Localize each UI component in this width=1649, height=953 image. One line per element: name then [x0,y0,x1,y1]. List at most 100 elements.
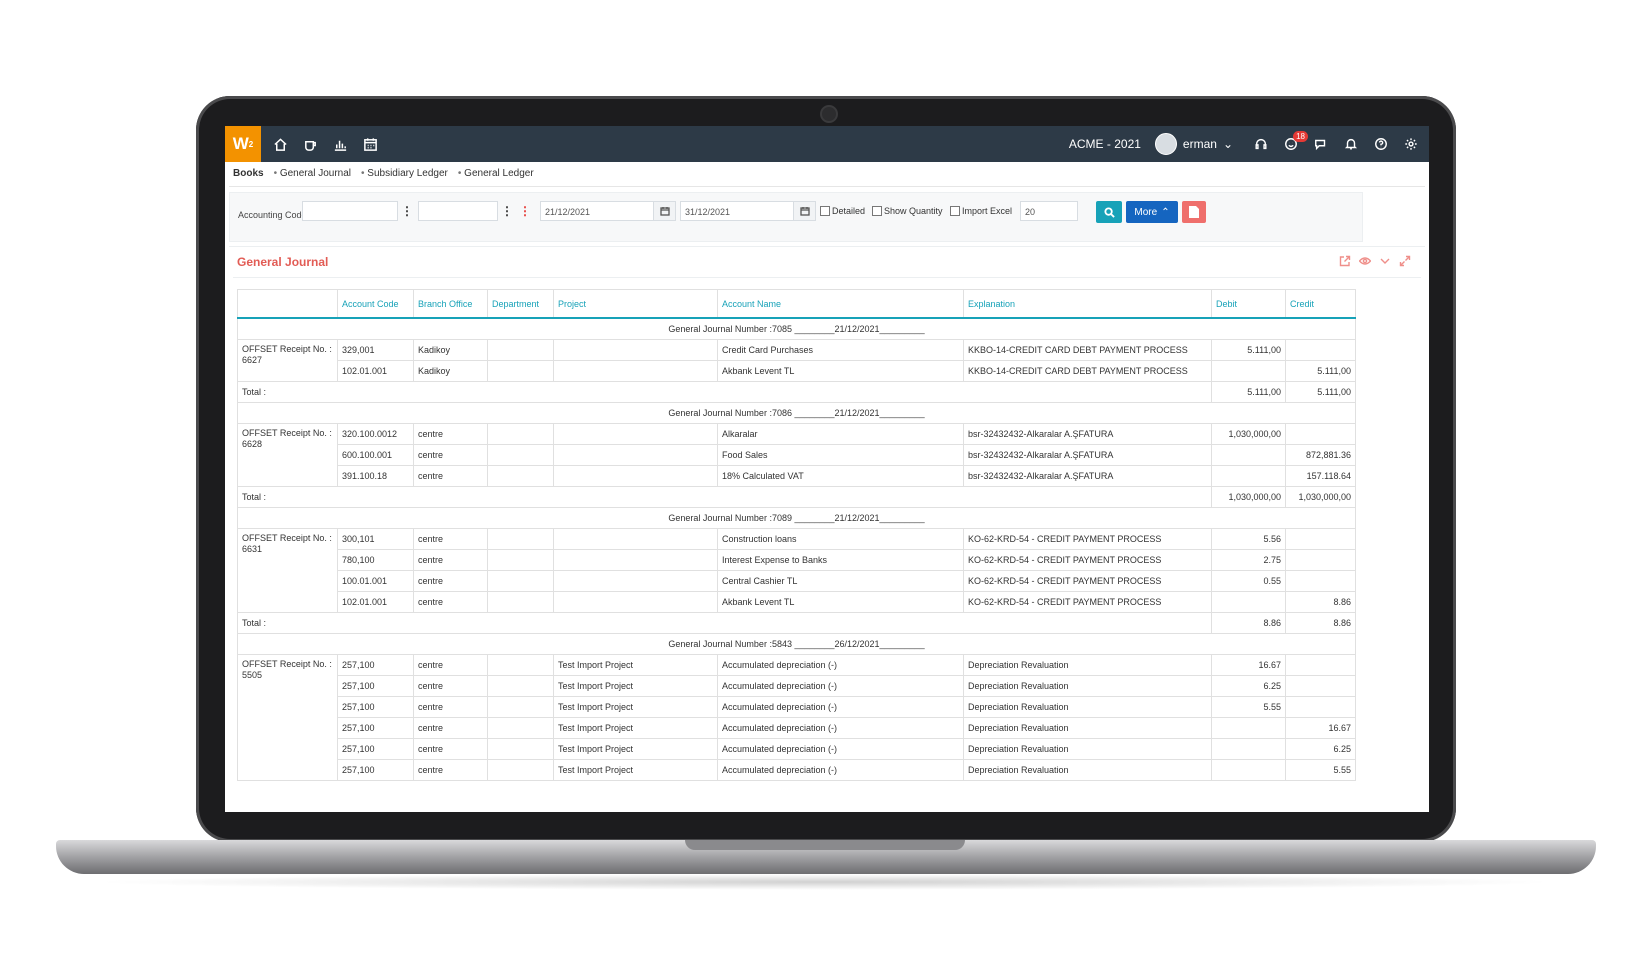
debit-cell [1211,717,1286,739]
date-to-input[interactable]: 31/12/2021 [680,201,794,221]
debit-cell: 0.55 [1211,570,1286,592]
table-row[interactable]: 257,100 centre Test Import Project Accumula… [238,675,1356,697]
page-size-input[interactable]: 20 [1020,201,1078,221]
kebab-red-icon[interactable]: ⋮ [519,204,531,218]
table-row[interactable]: 257,100 centre Test Import Project Accumula… [238,759,1356,781]
name-cell: Accumulated depreciation (-) [717,738,964,760]
project-cell [553,528,718,550]
code-cell: 257,100 [337,675,414,697]
credit-cell: 6.25 [1285,738,1356,760]
chevron-down-icon[interactable] [1379,255,1391,267]
code-cell: 257,100 [337,759,414,781]
home-icon[interactable] [269,133,291,155]
column-header[interactable]: Explanation [963,289,1212,319]
breadcrumb-general-journal[interactable]: General Journal [274,168,351,179]
table-row[interactable]: 257,100 centre Test Import Project Accumula… [238,738,1356,760]
name-cell: Central Cashier TL [717,570,964,592]
table-row[interactable]: 257,100 centre Test Import Project Accumula… [238,696,1356,718]
credit-cell [1285,570,1356,592]
column-header[interactable]: Account Code [337,289,414,319]
import-excel-checkbox[interactable]: Import Excel [950,206,1012,216]
kebab-icon[interactable]: ⋮ [501,204,513,218]
divider [233,277,1421,278]
code-cell: 320.100.0012 [337,423,414,445]
help-icon[interactable] [1371,134,1391,154]
journal-table: Account Code Branch Office Department Pr… [237,289,1356,781]
coffee-icon[interactable] [299,133,321,155]
checkbox-box[interactable] [872,206,882,216]
more-button[interactable]: More ⌃ [1126,201,1178,223]
explanation-cell: Depreciation Revaluation [963,738,1212,760]
smiley-icon[interactable]: 18 [1281,131,1308,154]
debit-cell [1211,360,1286,382]
show-quantity-checkbox[interactable]: Show Quantity [872,206,943,216]
branch-cell: centre [413,444,488,466]
bell-icon[interactable] [1341,134,1361,154]
column-header[interactable]: Credit [1285,289,1356,319]
table-row[interactable]: 102.01.001 Kadikoy Akbank Levent TL KKBO-14… [238,360,1356,382]
debit-cell: 6.25 [1211,675,1286,697]
pdf-button[interactable] [1182,201,1206,223]
detailed-checkbox[interactable]: Detailed [820,206,865,216]
breadcrumb-books[interactable]: Books [233,168,264,179]
project-cell [553,360,718,382]
project-cell: Test Import Project [553,675,718,697]
company-selector[interactable]: ACME - 2021 [1068,137,1141,151]
dept-cell [487,759,554,781]
breadcrumb-subsidiary-ledger[interactable]: Subsidiary Ledger [361,168,448,179]
project-cell [553,591,718,613]
calendar-icon[interactable] [794,201,816,221]
total-row: Total :1,030,000,00 1,030,000,00 [237,486,1356,508]
table-row[interactable]: 100.01.001 centre Central Cashier TL KO-62-… [238,570,1356,592]
debit-cell: 5.56 [1211,528,1286,550]
calendar-icon[interactable] [359,133,381,155]
accounting-code-input[interactable] [302,201,398,221]
table-row[interactable]: OFFSET Receipt No. : 6631 300,101 centre Co… [237,528,1356,613]
camera-icon [820,105,838,123]
journal-number-heading: General Journal Number :7085 ________21/… [237,317,1356,340]
column-header[interactable]: Branch Office [413,289,488,319]
total-label: Total : [237,381,1212,403]
table-row[interactable]: 780,100 centre Interest Expense to Banks KO… [238,549,1356,571]
explanation-cell: Depreciation Revaluation [963,759,1212,781]
search-button[interactable] [1096,201,1122,223]
expand-icon[interactable] [1399,255,1411,267]
checkbox-box[interactable] [820,206,830,216]
logo-superscript: 2 [248,139,254,149]
export-icon[interactable] [1339,255,1351,267]
table-row[interactable]: 600.100.001 centre Food Sales bsr-32432432-… [238,444,1356,466]
table-row[interactable]: 257,100 centre Test Import Project Accumula… [238,717,1356,739]
table-row[interactable]: 391.100.18 centre 18% Calculated VAT bsr-32… [238,465,1356,487]
table-row[interactable]: OFFSET Receipt No. : 6627 329,001 Kadikoy C… [237,339,1356,382]
column-header[interactable]: Project [553,289,718,319]
kebab-icon[interactable]: ⋮ [401,204,413,218]
code-cell: 300,101 [337,528,414,550]
table-row[interactable]: OFFSET Receipt No. : 6628 320.100.0012 cen… [237,423,1356,487]
total-row: Total :8.86 8.86 [237,612,1356,634]
explanation-cell: KKBO-14-CREDIT CARD DEBT PAYMENT PROCESS [963,360,1212,382]
chart-icon[interactable] [329,133,351,155]
explanation-cell: bsr-32432432-Alkaralar A.ŞFATURA [963,465,1212,487]
dept-cell [487,465,554,487]
date-from-input[interactable]: 21/12/2021 [540,201,654,221]
chat-icon[interactable] [1311,134,1331,154]
column-header[interactable]: Debit [1211,289,1286,319]
branch-cell: Kadikoy [413,339,488,361]
user-menu[interactable]: erman ⌄ [1154,133,1233,155]
dept-cell [487,528,554,550]
name-cell: Akbank Levent TL [717,360,964,382]
breadcrumb-general-ledger[interactable]: General Ledger [458,168,534,179]
eye-icon[interactable] [1359,255,1371,267]
gear-icon[interactable] [1401,134,1421,154]
explanation-cell: KO-62-KRD-54 - CREDIT PAYMENT PROCESS [963,549,1212,571]
column-header[interactable]: Department [487,289,554,319]
accounting-code-to-input[interactable] [418,201,498,221]
table-row[interactable]: OFFSET Receipt No. : 5505 257,100 centre Te… [237,654,1356,781]
headset-icon[interactable] [1251,134,1271,154]
column-header[interactable]: Account Name [717,289,964,319]
breadcrumb: Books General Journal Subsidiary Ledger … [233,168,534,179]
table-row[interactable]: 102.01.001 centre Akbank Levent TL KO-62-KR… [238,591,1356,613]
checkbox-box[interactable] [950,206,960,216]
calendar-icon[interactable] [654,201,676,221]
